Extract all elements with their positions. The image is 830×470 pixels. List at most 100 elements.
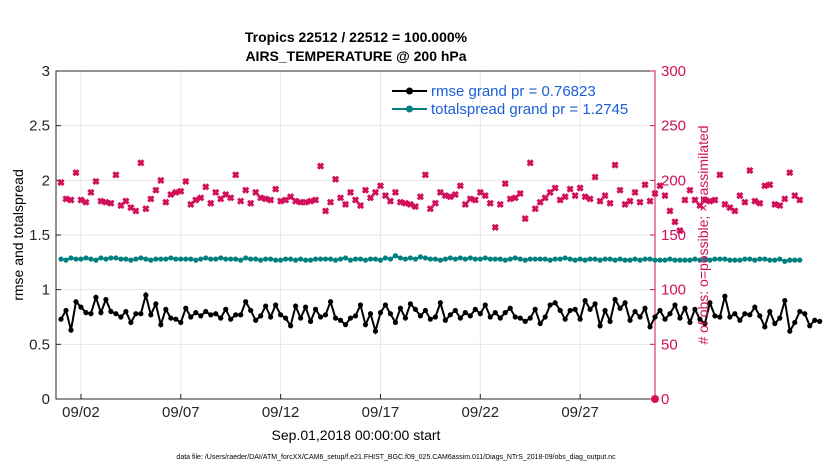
obs-count-marker <box>611 161 619 169</box>
obs-count-marker <box>147 195 155 203</box>
rmse-point <box>183 305 189 311</box>
totalspread-point <box>208 256 214 262</box>
totalspread-point <box>582 257 588 263</box>
totalspread-series <box>58 253 803 264</box>
obs-count-marker <box>107 199 115 207</box>
totalspread-point <box>517 256 523 262</box>
totalspread-point <box>263 256 269 262</box>
totalspread-point <box>337 256 344 262</box>
obs-count-marker <box>232 171 240 179</box>
rmse-point <box>327 299 334 305</box>
rmse-point <box>78 304 84 310</box>
rmse-point <box>667 311 673 317</box>
rmse-point <box>692 306 698 312</box>
rmse-point <box>752 304 758 310</box>
totalspread-point <box>317 256 324 262</box>
rmse-point <box>627 317 633 323</box>
rmse-point <box>517 315 523 321</box>
rmse-point <box>497 315 503 321</box>
obs-count-marker <box>356 201 365 210</box>
obs-count-marker <box>421 171 429 179</box>
totalspread-point <box>402 256 409 262</box>
totalspread-point <box>672 257 678 263</box>
rmse-point <box>302 304 309 310</box>
legend-spread-marker <box>406 105 413 113</box>
rmse-point <box>407 301 414 307</box>
y-axis-left-label: rmse and totalspread <box>10 169 26 301</box>
obs-count-marker <box>321 207 330 215</box>
totalspread-point <box>617 256 623 262</box>
totalspread-point <box>273 257 279 263</box>
left-tick-label: 1 <box>42 282 50 299</box>
totalspread-point <box>772 257 778 263</box>
totalspread-point <box>667 256 673 262</box>
obs-count-marker <box>576 184 584 192</box>
obs-count-marker <box>516 189 524 198</box>
obs-count-marker <box>441 192 449 200</box>
obs-count-marker <box>691 196 699 204</box>
rmse-point <box>432 314 438 320</box>
totalspread-point <box>113 255 119 261</box>
rmse-point <box>602 307 608 314</box>
rmse-point <box>562 316 568 322</box>
obs-count-marker <box>786 169 794 177</box>
obs-count-marker <box>641 181 649 189</box>
rmse-point <box>153 301 159 307</box>
rmse-point <box>387 311 394 317</box>
totalspread-point <box>622 257 628 263</box>
x-axis-label: Sep.01,2018 00:00:00 start <box>272 427 441 443</box>
totalspread-point <box>392 253 399 259</box>
rmse-point <box>223 306 229 312</box>
rmse-point <box>273 302 279 308</box>
rmse-point <box>362 322 369 328</box>
totalspread-point <box>647 256 653 262</box>
totalspread-point <box>472 256 478 262</box>
rmse-point <box>482 302 488 308</box>
totalspread-point <box>692 256 698 262</box>
obs-count-marker <box>301 198 310 206</box>
obs-count-marker <box>626 197 634 205</box>
totalspread-point <box>532 256 538 262</box>
totalspread-point <box>462 256 468 262</box>
obs-count-marker <box>117 201 125 210</box>
obs-count-marker <box>696 201 704 210</box>
totalspread-point <box>502 257 508 263</box>
obs-count-marker <box>182 177 190 186</box>
rmse-point <box>587 306 593 312</box>
obs-count-marker <box>381 192 390 200</box>
totalspread-point <box>707 257 713 263</box>
obs-count-marker <box>581 193 589 201</box>
rmse-point <box>337 317 344 323</box>
obs-count-marker <box>162 198 170 206</box>
totalspread-point <box>103 256 109 262</box>
right-tick-label: 200 <box>661 172 686 189</box>
obs-count-marker <box>496 200 504 208</box>
totalspread-point <box>522 257 528 263</box>
rmse-point <box>98 310 104 316</box>
obs-count-marker <box>776 201 784 210</box>
totalspread-point <box>407 255 414 261</box>
obs-count-marker <box>736 192 744 200</box>
totalspread-point <box>73 256 79 262</box>
rmse-point <box>702 320 708 327</box>
rmse-point <box>782 298 788 304</box>
obs-count-series <box>57 159 804 403</box>
rmse-point <box>792 319 798 326</box>
rmse-point <box>612 296 618 303</box>
left-tick-label: 0 <box>42 391 50 408</box>
rmse-point <box>233 312 239 318</box>
rmse-point <box>817 318 823 324</box>
obs-count-marker <box>646 197 654 205</box>
rmse-point <box>492 310 498 316</box>
rmse-point <box>687 319 693 326</box>
rmse-point <box>677 315 683 321</box>
obs-count-marker <box>67 196 75 204</box>
totalspread-point <box>507 256 513 262</box>
rmse-point <box>228 316 234 322</box>
obs-count-marker <box>741 198 749 206</box>
rmse-point <box>193 310 199 316</box>
rmse-point <box>73 299 79 305</box>
rmse-point <box>243 299 249 305</box>
obs-count-marker <box>551 184 559 192</box>
